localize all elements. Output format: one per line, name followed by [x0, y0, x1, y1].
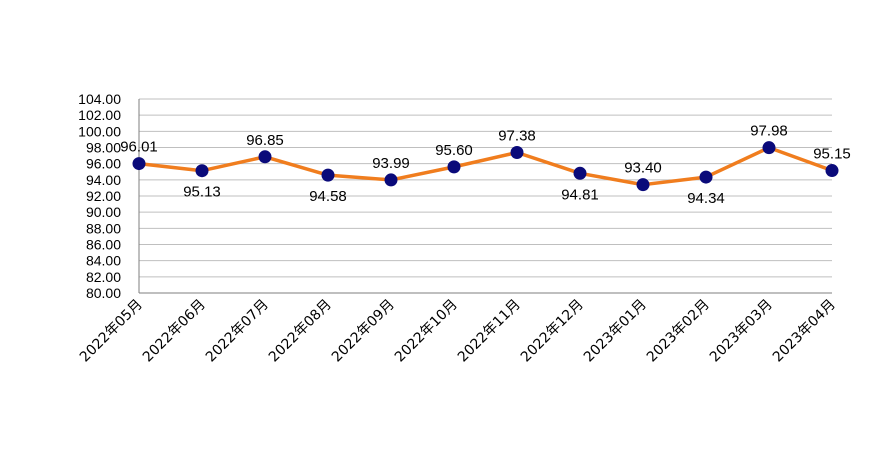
data-label: 97.98 — [750, 123, 788, 140]
axes — [138, 99, 832, 294]
data-label: 93.99 — [372, 155, 410, 172]
x-tick-label: 2022年05月 — [77, 297, 146, 366]
data-label: 97.38 — [498, 128, 536, 145]
data-label: 95.13 — [183, 184, 221, 201]
y-tick-labels: 80.0082.0084.0086.0088.0090.0092.0094.00… — [78, 91, 121, 301]
data-point — [762, 141, 776, 155]
y-tick-label: 94.00 — [86, 172, 121, 188]
data-point — [195, 164, 209, 178]
data-point — [699, 170, 713, 184]
data-label: 96.01 — [120, 139, 158, 156]
data-label: 94.34 — [687, 190, 725, 207]
y-tick-label: 104.00 — [78, 91, 121, 107]
x-tick-label: 2023年03月 — [707, 297, 776, 366]
data-point — [132, 157, 146, 171]
data-label: 95.15 — [813, 146, 851, 163]
data-point — [321, 168, 335, 182]
y-tick-label: 90.00 — [86, 204, 121, 220]
x-tick-label: 2022年06月 — [140, 297, 209, 366]
x-tick-label: 2022年12月 — [518, 297, 587, 366]
x-tick-label: 2022年08月 — [266, 297, 335, 366]
y-tick-label: 86.00 — [86, 237, 121, 253]
x-tick-label: 2022年09月 — [329, 297, 398, 366]
y-tick-label: 84.00 — [86, 253, 121, 269]
x-tick-label: 2022年10月 — [392, 297, 461, 366]
data-point — [384, 173, 398, 187]
series-line-layer — [138, 145, 833, 187]
y-tick-label: 80.00 — [86, 285, 121, 301]
y-tick-label: 96.00 — [86, 156, 121, 172]
data-point — [825, 164, 839, 178]
y-tick-label: 98.00 — [86, 140, 121, 156]
x-tick-label: 2022年07月 — [203, 297, 272, 366]
x-tick-label: 2022年11月 — [455, 297, 524, 366]
data-label: 96.85 — [246, 132, 284, 149]
y-tick-label: 102.00 — [78, 107, 121, 123]
x-tick-labels: 2022年05月2022年06月2022年07月2022年08月2022年09月… — [77, 297, 839, 366]
gridlines — [139, 98, 832, 294]
x-tick-label: 2023年02月 — [644, 297, 713, 366]
data-labels: 96.01 95.13 96.85 94.58 93.99 95.60 97.38 94.81… — [120, 123, 851, 207]
data-point — [258, 150, 272, 164]
data-point — [510, 146, 524, 160]
data-point — [573, 166, 587, 180]
data-label: 94.58 — [309, 188, 347, 205]
y-tick-label: 100.00 — [78, 123, 121, 139]
data-point — [636, 178, 650, 192]
data-label: 95.60 — [435, 142, 473, 159]
data-point — [447, 160, 461, 174]
series-line — [138, 145, 833, 187]
y-tick-label: 92.00 — [86, 188, 121, 204]
series-markers — [132, 141, 839, 192]
x-tick-label: 2023年04月 — [770, 297, 839, 366]
x-tick-label: 2023年01月 — [581, 297, 650, 366]
data-label: 94.81 — [561, 186, 599, 203]
data-label: 93.40 — [624, 160, 662, 177]
y-tick-label: 88.00 — [86, 220, 121, 236]
y-tick-label: 82.00 — [86, 269, 121, 285]
